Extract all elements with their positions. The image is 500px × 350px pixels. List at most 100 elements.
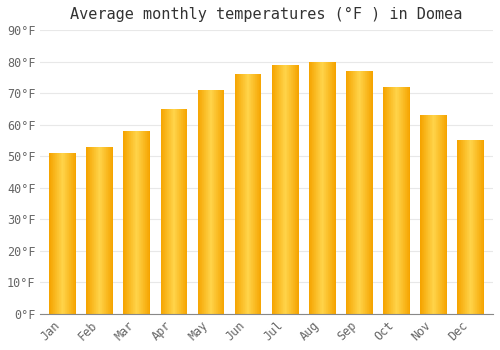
Bar: [433, 115, 434, 314]
Bar: [429, 115, 430, 314]
Bar: [237, 74, 238, 314]
Bar: [254, 74, 255, 314]
Bar: [423, 115, 424, 314]
Bar: [431, 115, 432, 314]
Bar: [110, 147, 111, 314]
Bar: [66, 153, 68, 314]
Bar: [286, 65, 287, 314]
Bar: [358, 71, 359, 314]
Bar: [404, 87, 406, 314]
Bar: [387, 87, 388, 314]
Bar: [290, 65, 292, 314]
Bar: [313, 62, 314, 314]
Bar: [74, 153, 76, 314]
Bar: [371, 71, 372, 314]
Bar: [129, 131, 130, 314]
Bar: [68, 153, 70, 314]
Bar: [397, 87, 398, 314]
Bar: [320, 62, 321, 314]
Bar: [135, 131, 136, 314]
Bar: [372, 71, 373, 314]
Bar: [248, 74, 249, 314]
Bar: [161, 109, 162, 314]
Bar: [406, 87, 408, 314]
Bar: [319, 62, 320, 314]
Bar: [282, 65, 283, 314]
Bar: [437, 115, 438, 314]
Bar: [240, 74, 241, 314]
Bar: [326, 62, 327, 314]
Bar: [216, 90, 217, 314]
Bar: [327, 62, 328, 314]
Bar: [458, 140, 459, 314]
Bar: [274, 65, 275, 314]
Bar: [143, 131, 144, 314]
Bar: [49, 153, 50, 314]
Bar: [104, 147, 105, 314]
Bar: [350, 71, 351, 314]
Bar: [174, 109, 175, 314]
Bar: [389, 87, 390, 314]
Bar: [163, 109, 164, 314]
Bar: [133, 131, 134, 314]
Bar: [468, 140, 469, 314]
Bar: [67, 153, 68, 314]
Bar: [204, 90, 205, 314]
Bar: [107, 147, 108, 314]
Bar: [170, 109, 171, 314]
Bar: [436, 115, 437, 314]
Bar: [329, 62, 330, 314]
Bar: [131, 131, 132, 314]
Bar: [101, 147, 102, 314]
Bar: [138, 131, 139, 314]
Bar: [472, 140, 473, 314]
Bar: [354, 71, 355, 314]
Bar: [186, 109, 188, 314]
Bar: [160, 109, 161, 314]
Bar: [462, 140, 463, 314]
Bar: [356, 71, 357, 314]
Bar: [281, 65, 282, 314]
Bar: [251, 74, 252, 314]
Bar: [145, 131, 146, 314]
Bar: [214, 90, 215, 314]
Bar: [51, 153, 52, 314]
Bar: [428, 115, 429, 314]
Bar: [425, 115, 426, 314]
Bar: [408, 87, 410, 314]
Bar: [210, 90, 211, 314]
Bar: [362, 71, 363, 314]
Bar: [169, 109, 170, 314]
Bar: [132, 131, 133, 314]
Bar: [92, 147, 93, 314]
Bar: [105, 147, 106, 314]
Bar: [424, 115, 425, 314]
Bar: [445, 115, 446, 314]
Bar: [103, 147, 104, 314]
Bar: [71, 153, 72, 314]
Bar: [325, 62, 326, 314]
Bar: [246, 74, 247, 314]
Bar: [223, 90, 224, 314]
Bar: [292, 65, 294, 314]
Bar: [461, 140, 462, 314]
Bar: [175, 109, 176, 314]
Bar: [296, 65, 298, 314]
Bar: [475, 140, 476, 314]
Bar: [398, 87, 399, 314]
Bar: [127, 131, 128, 314]
Bar: [346, 71, 347, 314]
Bar: [393, 87, 394, 314]
Bar: [136, 131, 137, 314]
Bar: [208, 90, 209, 314]
Bar: [235, 74, 236, 314]
Bar: [218, 90, 219, 314]
Bar: [427, 115, 428, 314]
Bar: [407, 87, 408, 314]
Bar: [349, 71, 350, 314]
Bar: [130, 131, 131, 314]
Bar: [178, 109, 180, 314]
Bar: [426, 115, 427, 314]
Bar: [295, 65, 296, 314]
Bar: [205, 90, 206, 314]
